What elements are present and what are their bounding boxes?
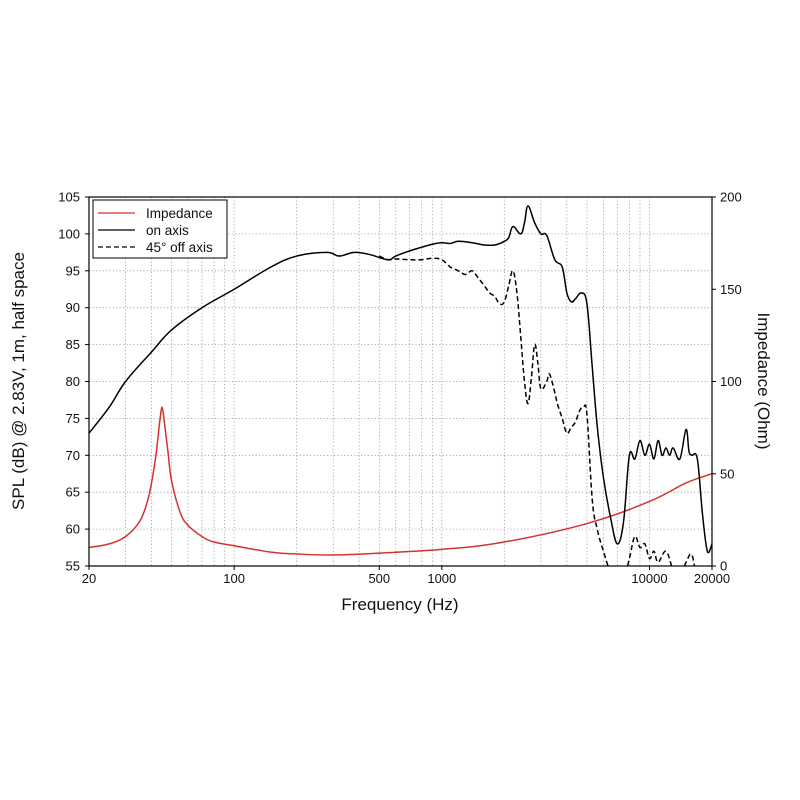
legend-box <box>92 199 228 259</box>
y-tick-label-left: 75 <box>66 411 80 426</box>
y-tick-label-left: 100 <box>58 226 80 241</box>
legend-label-on-axis: on axis <box>146 223 189 238</box>
y-tick-label-left: 105 <box>58 190 80 205</box>
y-axis-right-title: Impedance (Ohm) <box>754 313 773 450</box>
y-tick-label-left: 65 <box>66 485 80 500</box>
y-tick-label-left: 85 <box>66 337 80 352</box>
y-tick-label-right: 200 <box>720 190 742 205</box>
y-tick-label-right: 100 <box>720 374 742 389</box>
x-tick-label: 10000 <box>631 571 667 586</box>
x-tick-label: 500 <box>368 571 390 586</box>
series-on-axis-line <box>89 205 712 554</box>
y-tick-label-left: 55 <box>66 559 80 574</box>
series-off-axis-line <box>378 255 696 566</box>
y-tick-label-left: 90 <box>66 300 80 315</box>
y-tick-label-right: 50 <box>720 466 734 481</box>
tick-labels: 20 100 500 1000 10000 20000556065707580859095… <box>58 190 741 587</box>
y-tick-label-left: 60 <box>66 522 80 537</box>
legend: Impedance on axis 45° off axis <box>92 199 228 259</box>
y-tick-label-left: 70 <box>66 448 80 463</box>
x-tick-label: 100 <box>223 571 245 586</box>
x-tick-label: 20 <box>82 571 96 586</box>
x-axis-title: Frequency (Hz) <box>341 595 458 614</box>
series-impedance-line <box>89 406 712 556</box>
x-tick-label: 1000 <box>427 571 456 586</box>
y-tick-label-right: 0 <box>720 559 727 574</box>
y-axis-left-title: SPL (dB) @ 2.83V, 1m, half space <box>9 252 28 510</box>
y-tick-label-left: 80 <box>66 374 80 389</box>
y-tick-label-right: 150 <box>720 282 742 297</box>
y-tick-label-left: 95 <box>66 263 80 278</box>
x-tick-label: 20000 <box>694 571 730 586</box>
legend-label-off-axis: 45° off axis <box>146 240 213 255</box>
legend-label-impedance: Impedance <box>146 206 213 221</box>
series-layer <box>89 205 712 566</box>
